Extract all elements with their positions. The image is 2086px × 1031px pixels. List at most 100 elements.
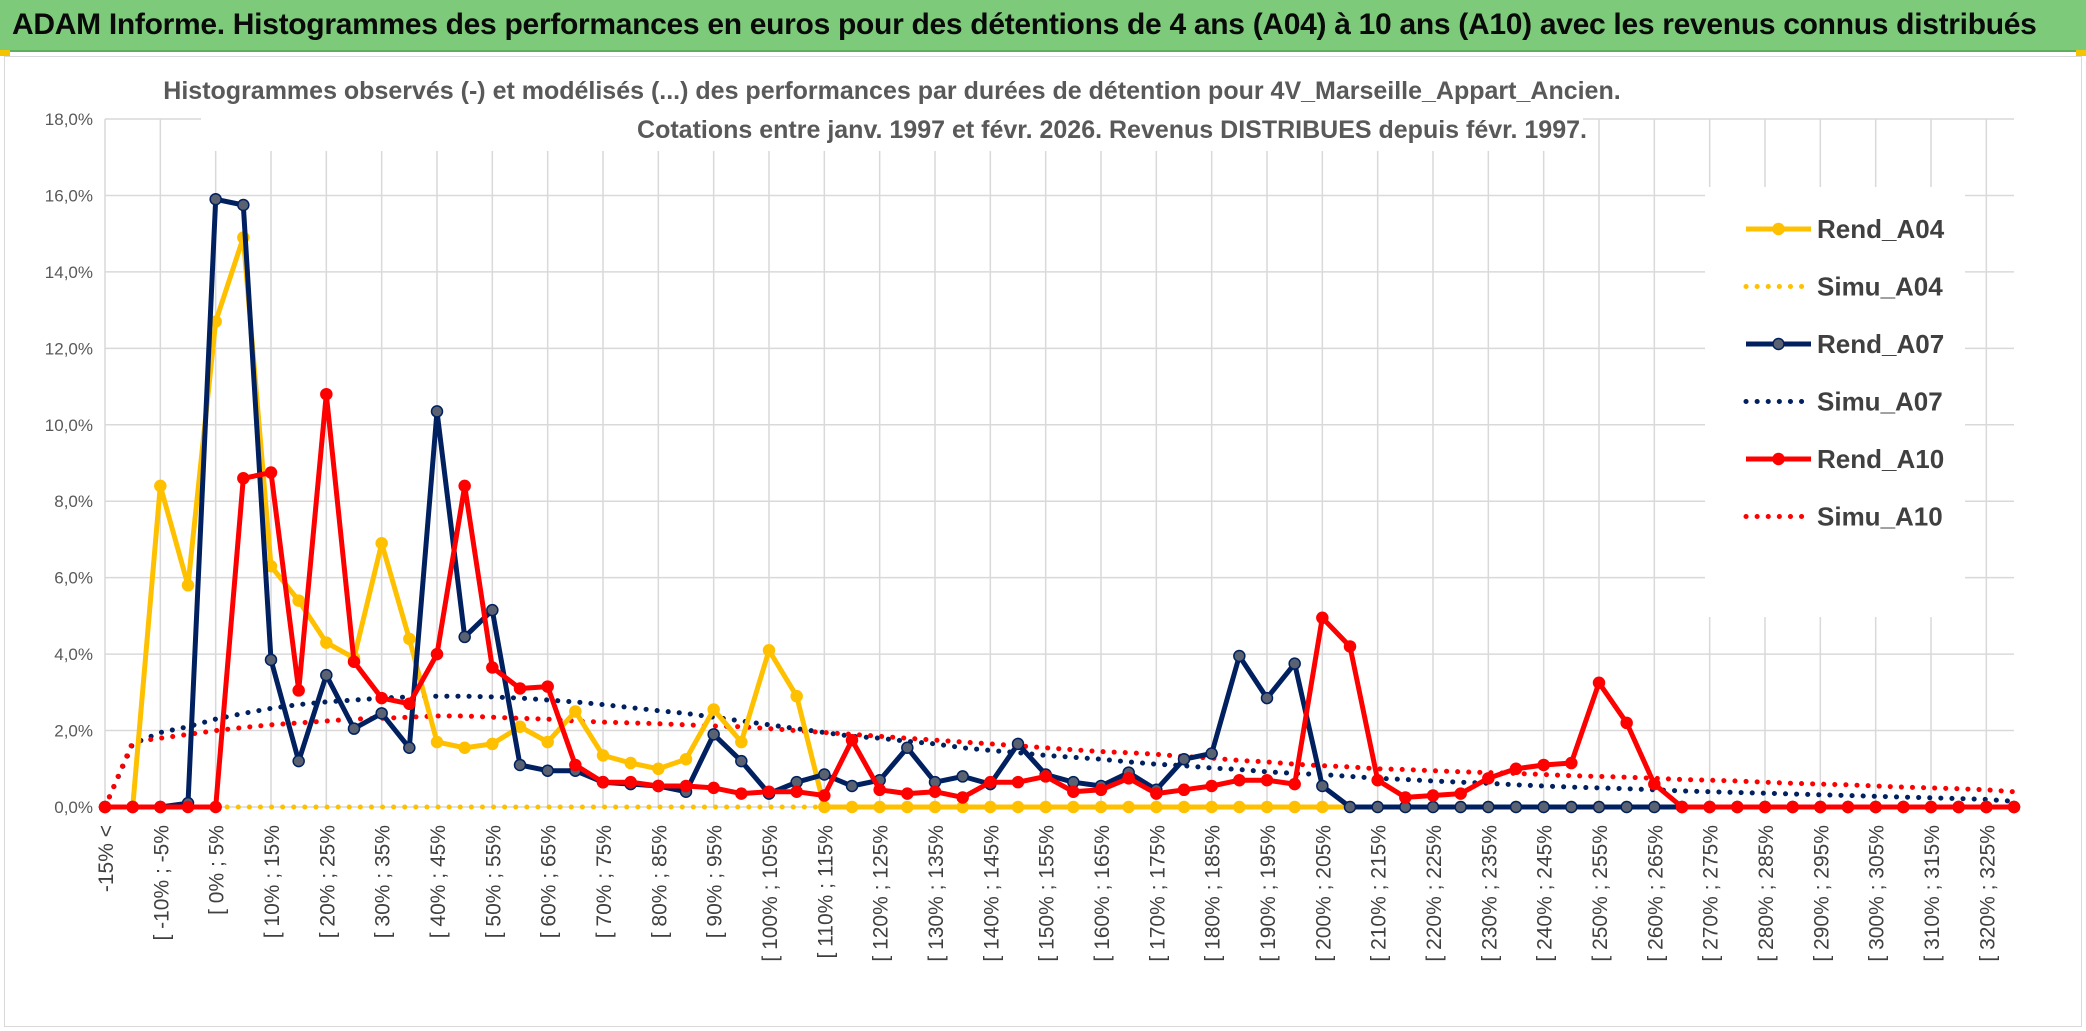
- data-point: [1205, 747, 1218, 760]
- series-line-rend_a10: [102, 391, 2017, 810]
- chart-title-line1: Histogrammes observés (-) et modélisés (…: [163, 77, 1620, 105]
- data-point: [1177, 752, 1191, 766]
- data-point: [1814, 800, 1827, 814]
- data-point: [1039, 770, 1052, 783]
- data-point: [320, 636, 333, 649]
- data-point: [956, 770, 969, 783]
- x-tick-label: [ 80% ; 85%: [648, 825, 671, 938]
- data-point: [1924, 800, 1938, 814]
- x-tick-label: [ 60% ; 65%: [538, 825, 561, 938]
- data-point: [762, 785, 776, 798]
- x-tick-label: [ 190% ; 195%: [1257, 825, 1280, 962]
- data-point: [181, 800, 195, 814]
- y-tick-label: 14,0%: [45, 263, 93, 282]
- x-tick-label: [ 50% ; 55%: [482, 825, 505, 938]
- y-tick-label: 8,0%: [54, 492, 93, 511]
- data-point: [845, 733, 859, 747]
- data-point: [1260, 691, 1274, 705]
- x-tick-label: [ 130% ; 135%: [925, 825, 948, 962]
- data-point: [1343, 800, 1357, 814]
- series-line-simu_a10: [102, 713, 2017, 810]
- data-point: [1205, 779, 1218, 793]
- data-point: [541, 764, 554, 777]
- data-point: [1205, 800, 1218, 814]
- x-tick-label: [ 320% ; 325%: [1976, 825, 1999, 962]
- data-point: [1316, 779, 1329, 793]
- data-point: [1260, 773, 1274, 787]
- data-point: [1565, 800, 1578, 814]
- x-tick-label: [ 70% ; 75%: [593, 825, 616, 938]
- data-point: [458, 630, 471, 644]
- data-point: [1675, 800, 1689, 814]
- x-tick-label: [ 120% ; 125%: [870, 825, 893, 962]
- data-point: [1233, 773, 1246, 787]
- data-point: [1592, 800, 1606, 814]
- data-point: [1288, 777, 1301, 791]
- data-point: [624, 775, 637, 789]
- x-tick-label: [ 220% ; 225%: [1423, 825, 1446, 962]
- data-point: [486, 661, 499, 674]
- data-point: [1703, 800, 1716, 814]
- data-point: [347, 655, 361, 669]
- data-point: [1316, 800, 1329, 814]
- series-line-simu_a07: [102, 693, 2017, 810]
- chart-title-line2: Cotations entre janv. 1997 et févr. 2026…: [637, 116, 1587, 144]
- data-point: [762, 644, 776, 657]
- data-point: [154, 800, 167, 814]
- data-point: [956, 791, 969, 804]
- report-banner: ADAM Informe. Histogrammes des performan…: [0, 0, 2086, 52]
- data-point: [735, 787, 748, 800]
- x-tick-label: [ 230% ; 235%: [1478, 825, 1501, 962]
- x-tick-label: [ 20% ; 25%: [316, 825, 339, 938]
- data-point: [1343, 640, 1357, 653]
- data-point: [1122, 800, 1135, 814]
- y-tick-label: 10,0%: [45, 416, 93, 435]
- x-tick-label: [ 200% ; 205%: [1312, 825, 1335, 962]
- x-tick-label: [ 300% ; 305%: [1866, 825, 1889, 962]
- data-point: [679, 779, 693, 793]
- data-point: [569, 705, 582, 718]
- data-point: [403, 697, 416, 711]
- x-tick-label: [ 260% ; 265%: [1644, 825, 1667, 962]
- x-tick-label: [ 30% ; 35%: [372, 825, 395, 938]
- data-point: [126, 800, 139, 814]
- x-tick-label: [ 0% ; 5%: [206, 825, 229, 915]
- data-point: [237, 198, 250, 212]
- data-point: [320, 387, 333, 401]
- data-point: [1841, 800, 1855, 814]
- data-point: [2007, 800, 2021, 814]
- data-point: [513, 758, 527, 772]
- legend-label-rend_a07: Rend_A07: [1817, 329, 1944, 359]
- data-point: [1260, 800, 1274, 814]
- data-point: [1094, 783, 1108, 797]
- data-point: [541, 735, 554, 749]
- data-point: [181, 579, 195, 592]
- data-point: [1620, 800, 1633, 814]
- data-point: [873, 800, 886, 814]
- data-point: [707, 728, 720, 741]
- x-tick-label: [ 160% ; 165%: [1091, 825, 1114, 962]
- data-point: [1039, 800, 1052, 814]
- data-point: [818, 800, 831, 814]
- data-point: [375, 537, 388, 550]
- legend-marker-rend_a04: [1772, 222, 1785, 236]
- data-point: [1094, 800, 1108, 814]
- x-tick-label: [ 90% ; 95%: [704, 825, 727, 938]
- data-point: [845, 800, 859, 814]
- data-point: [901, 741, 914, 755]
- data-point: [1454, 800, 1467, 814]
- data-point: [1648, 800, 1661, 814]
- data-point: [209, 193, 222, 206]
- data-point: [320, 668, 333, 682]
- y-tick-label: 4,0%: [54, 645, 93, 664]
- data-point: [1233, 800, 1246, 814]
- legend-label-simu_a10: Simu_A10: [1817, 502, 1943, 532]
- data-point: [901, 800, 914, 814]
- data-point: [1537, 800, 1550, 814]
- data-point: [984, 800, 997, 814]
- data-point: [1288, 657, 1301, 670]
- data-point: [1786, 800, 1799, 814]
- data-point: [873, 783, 886, 797]
- x-tick-label: [ 110% ; 115%: [814, 825, 837, 958]
- data-point: [1177, 783, 1191, 797]
